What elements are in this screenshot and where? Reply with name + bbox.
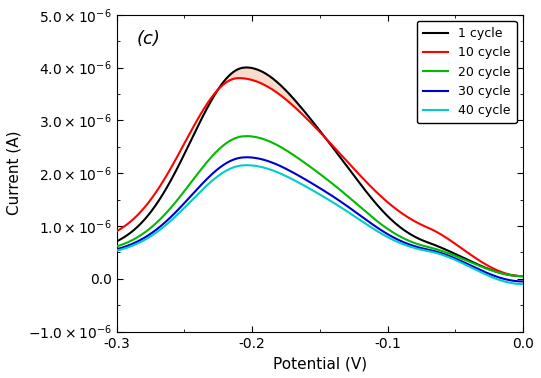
10 cycle <box>508 273 514 277</box>
30 cycle <box>113 247 120 251</box>
30 cycle <box>520 279 526 284</box>
1 cycle <box>311 122 318 126</box>
1 cycle <box>509 273 515 277</box>
1 cycle <box>113 239 120 244</box>
40 cycle <box>509 281 515 285</box>
1 cycle <box>134 225 141 229</box>
20 cycle <box>242 134 249 138</box>
1 cycle <box>242 65 249 70</box>
30 cycle <box>508 278 514 283</box>
10 cycle <box>113 229 120 234</box>
Text: (c): (c) <box>137 29 161 48</box>
1 cycle <box>300 108 307 113</box>
30 cycle <box>509 278 515 283</box>
20 cycle <box>509 273 515 277</box>
1 cycle <box>520 274 526 279</box>
10 cycle <box>520 274 526 279</box>
30 cycle <box>242 155 249 160</box>
20 cycle <box>508 273 514 277</box>
X-axis label: Potential (V): Potential (V) <box>273 356 367 371</box>
40 cycle <box>300 183 307 187</box>
10 cycle <box>311 124 318 129</box>
10 cycle <box>509 273 515 277</box>
40 cycle <box>434 251 440 256</box>
Legend: 1 cycle, 10 cycle, 20 cycle, 30 cycle, 40 cycle: 1 cycle, 10 cycle, 20 cycle, 30 cycle, 4… <box>417 21 517 124</box>
20 cycle <box>520 274 526 279</box>
40 cycle <box>311 189 318 194</box>
1 cycle <box>508 273 514 277</box>
20 cycle <box>113 244 120 249</box>
30 cycle <box>434 249 440 254</box>
10 cycle <box>134 213 141 218</box>
Y-axis label: Current (A): Current (A) <box>7 131 22 215</box>
20 cycle <box>134 235 141 240</box>
30 cycle <box>134 239 141 244</box>
10 cycle <box>235 76 242 81</box>
20 cycle <box>311 167 318 172</box>
Line: 40 cycle: 40 cycle <box>116 165 523 284</box>
10 cycle <box>434 230 440 234</box>
10 cycle <box>300 113 307 118</box>
Line: 30 cycle: 30 cycle <box>116 157 523 282</box>
Line: 20 cycle: 20 cycle <box>116 136 523 276</box>
40 cycle <box>242 163 249 167</box>
20 cycle <box>300 160 307 164</box>
Line: 1 cycle: 1 cycle <box>116 67 523 276</box>
20 cycle <box>434 247 440 252</box>
1 cycle <box>434 243 440 248</box>
40 cycle <box>520 282 526 287</box>
30 cycle <box>300 176 307 181</box>
40 cycle <box>134 242 141 246</box>
40 cycle <box>113 248 120 253</box>
Line: 10 cycle: 10 cycle <box>116 78 523 276</box>
40 cycle <box>508 281 514 285</box>
30 cycle <box>311 183 318 187</box>
